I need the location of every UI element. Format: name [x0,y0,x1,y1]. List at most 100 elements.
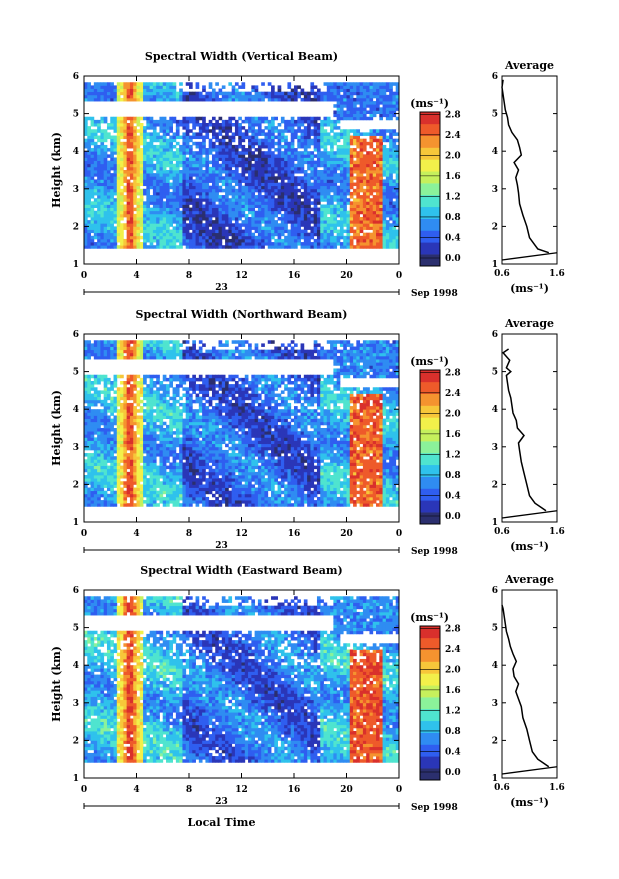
heatmap-cell [182,242,186,246]
heatmap-cell [140,437,144,441]
heatmap-cell [340,245,344,249]
heatmap-cell [159,211,163,215]
heatmap-cell [212,161,216,165]
heatmap-cell [110,441,114,445]
heatmap-cell [392,217,396,221]
heatmap-cell [114,136,118,140]
heatmap-cell [94,340,98,344]
heatmap-cell [120,239,124,243]
heatmap-cell [369,92,373,96]
heatmap-cell [320,230,324,234]
profile-y-tick-label: 3 [492,185,498,195]
heatmap-cell [225,173,229,177]
heatmap-cell [287,204,291,208]
heatmap-cell [87,157,91,161]
heatmap-cell [294,236,298,240]
heatmap-cell [222,136,226,140]
heatmap-cell [337,154,341,158]
heatmap-cell [87,132,91,136]
heatmap-cell [117,179,121,183]
heatmap-cell [386,214,390,218]
date-label: Sep 1998 [411,289,458,299]
heatmap-cell [215,239,219,243]
heatmap-cell [219,208,223,212]
heatmap-cell [84,151,88,155]
heatmap-cell [123,406,127,410]
heatmap-cell [87,161,91,165]
heatmap-cell [310,217,314,221]
heatmap-cell [307,92,311,96]
heatmap-cell [163,230,167,234]
heatmap-cell [117,469,121,473]
heatmap-cell [114,462,118,466]
heatmap-cell [182,161,186,165]
heatmap-cell [87,136,91,140]
heatmap-cell [291,151,295,155]
heatmap-cell [100,195,104,199]
heatmap-cell [376,82,380,86]
heatmap-cell [264,139,268,143]
heatmap-cell [120,173,124,177]
heatmap-cell [130,89,134,93]
heatmap-cell [84,233,88,237]
heatmap-cell [133,236,137,240]
heatmap-cell [301,179,305,183]
heatmap-cell [281,226,285,230]
heatmap-cell [176,148,180,152]
heatmap-cell [123,226,127,230]
heatmap-cell [264,179,268,183]
profile-y-tick-label: 2 [492,222,498,232]
heatmap-cell [117,453,121,457]
heatmap-cell [143,173,147,177]
heatmap-cell [209,151,213,155]
heatmap-cell [297,120,301,124]
heatmap-cell [123,459,127,463]
heatmap-cell [264,167,268,171]
heatmap-cell [379,110,383,114]
heatmap-cell [130,201,134,205]
heatmap-cell [353,136,357,140]
heatmap-cell [248,230,252,234]
heatmap-cell [146,217,150,221]
heatmap-cell [110,494,114,498]
heatmap-cell [110,176,114,180]
heatmap-cell [192,239,196,243]
colorbar-swatch [420,242,440,254]
heatmap-cell [84,161,88,165]
heatmap-cell [251,220,255,224]
heatmap-cell [140,245,144,249]
heatmap-cell [84,469,88,473]
heatmap-cell [100,230,104,234]
heatmap-cell [369,189,373,193]
heatmap-cell [317,230,321,234]
heatmap-cell [373,233,377,237]
heatmap-cell [156,223,160,227]
heatmap-cell [84,394,88,398]
heatmap-cell [369,179,373,183]
heatmap-cell [91,167,95,171]
heatmap-cell [235,170,239,174]
heatmap-cell [314,136,318,140]
heatmap-cell [94,230,98,234]
heatmap-cell [209,142,213,146]
heatmap-cell [232,214,236,218]
heatmap-cell [120,456,124,460]
heatmap-cell [258,170,262,174]
heatmap-cell [369,107,373,111]
heatmap-cell [209,173,213,177]
heatmap-cell [127,179,131,183]
heatmap-cell [156,208,160,212]
heatmap-cell [84,437,88,441]
heatmap-cell [245,214,249,218]
heatmap-cell [353,110,357,114]
heatmap-cell [114,204,118,208]
heatmap-cell [350,192,354,196]
heatmap-cell [376,92,380,96]
heatmap-cell [310,89,314,93]
heatmap-cell [94,211,98,215]
heatmap-cell [133,157,137,161]
heatmap-cell [261,176,265,180]
heatmap-cell [317,239,321,243]
heatmap-cell [376,170,380,174]
heatmap-cell [104,437,108,441]
